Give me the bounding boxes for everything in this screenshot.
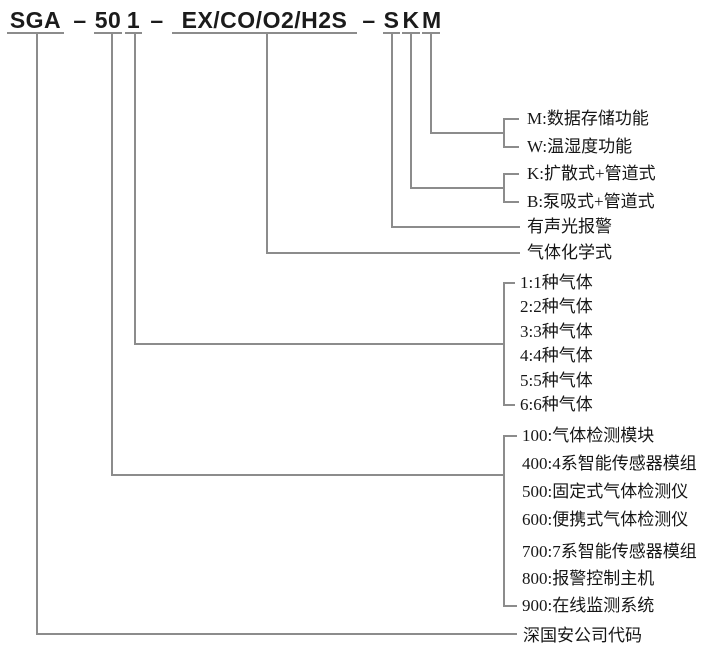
code-option-k: K (402, 7, 420, 34)
label-series-900: 900:在线监测系统 (522, 596, 655, 615)
label-gas-count-3: 3:3种气体 (520, 322, 593, 341)
code-dash-2: – (150, 7, 164, 33)
bracket-sampling-bot (503, 201, 519, 203)
code-gas-formula: EX/CO/O2/H2S (172, 7, 357, 34)
bracket-series-bot (503, 605, 517, 607)
label-sampling-b: B:泵吸式+管道式 (527, 192, 655, 211)
code-series-hi: 50 (94, 7, 122, 34)
label-alarm: 有声光报警 (527, 217, 612, 236)
label-function-w: W:温湿度功能 (527, 137, 633, 156)
run-gas-formula (266, 252, 520, 254)
bracket-series (503, 435, 505, 607)
bracket-gas-count (503, 282, 505, 406)
code-dash-1: – (73, 7, 87, 33)
code-series-lo: 1 (125, 7, 142, 34)
code-dash-3: – (362, 7, 376, 33)
code-option-s: S (383, 7, 400, 34)
label-series-700: 700:7系智能传感器模组 (522, 542, 697, 561)
label-series-500: 500:固定式气体检测仪 (522, 482, 689, 501)
label-gas-chemical: 气体化学式 (527, 243, 612, 262)
bracket-function-top (503, 118, 519, 120)
label-series-600: 600:便携式气体检测仪 (522, 510, 689, 529)
label-series-100: 100:气体检测模块 (522, 426, 655, 445)
leader-line-brand (36, 34, 38, 635)
leader-line-option-s (391, 34, 393, 228)
run-option-k (410, 187, 505, 189)
code-brand: SGA (7, 7, 64, 34)
code-option-m: M (422, 7, 442, 34)
label-gas-count-1: 1:1种气体 (520, 273, 593, 292)
label-gas-count-6: 6:6种气体 (520, 395, 593, 414)
label-function-m: M:数据存储功能 (527, 109, 649, 128)
leader-line-option-m (430, 34, 432, 134)
label-company-code: 深国安公司代码 (523, 626, 642, 645)
run-company (36, 633, 517, 635)
label-series-400: 400:4系智能传感器模组 (522, 454, 697, 473)
bracket-function (503, 118, 505, 148)
bracket-series-top (503, 435, 517, 437)
run-option-s (391, 226, 520, 228)
leader-line-option-k (410, 34, 412, 189)
label-gas-count-4: 4:4种气体 (520, 346, 593, 365)
leader-line-gas-count (134, 34, 136, 345)
label-series-800: 800:报警控制主机 (522, 569, 655, 588)
leader-line-series (111, 34, 113, 476)
run-option-m (430, 132, 505, 134)
run-gas-count (134, 343, 505, 345)
label-gas-count-2: 2:2种气体 (520, 297, 593, 316)
bracket-function-bot (503, 146, 519, 148)
label-gas-count-5: 5:5种气体 (520, 371, 593, 390)
bracket-gas-count-top (503, 282, 515, 284)
run-series (111, 474, 505, 476)
bracket-sampling-top (503, 173, 519, 175)
bracket-gas-count-bot (503, 404, 515, 406)
leader-line-gas-formula (266, 34, 268, 254)
label-sampling-k: K:扩散式+管道式 (527, 164, 656, 183)
bracket-sampling (503, 173, 505, 203)
